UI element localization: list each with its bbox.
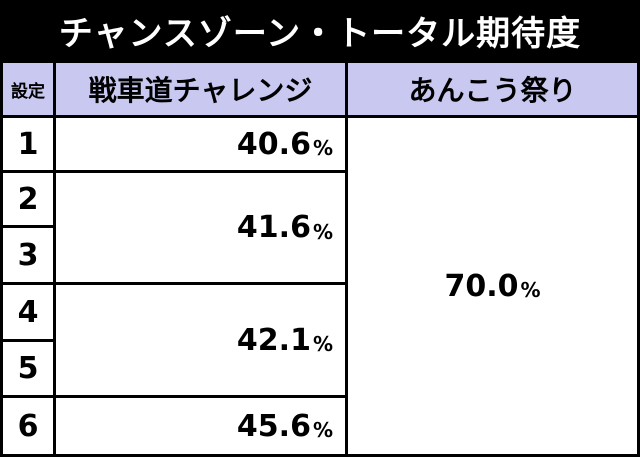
percent-sign: % — [520, 278, 541, 302]
percent-sign: % — [312, 418, 333, 442]
setting-cell: 5 — [3, 342, 53, 395]
challenge-value-cell: 42.1% — [56, 285, 345, 395]
page-title: チャンスゾーン・トータル期待度 — [0, 0, 640, 60]
setting-cell: 6 — [3, 398, 53, 454]
setting-cell: 1 — [3, 118, 53, 170]
value-number: 42.1 — [236, 322, 311, 358]
challenge-value-cell: 45.6% — [56, 398, 345, 454]
header-festival: あんこう祭り — [348, 63, 637, 115]
value-number: 70.0 — [444, 268, 519, 304]
value-number: 41.6 — [236, 210, 311, 245]
percent-sign: % — [312, 219, 333, 244]
festival-value-cell: 70.0% — [348, 118, 637, 454]
value-number: 45.6 — [236, 408, 311, 444]
header-setting: 設定 — [3, 63, 53, 115]
header-challenge: 戦車道チャレンジ — [56, 63, 345, 115]
setting-cell: 2 — [3, 173, 53, 225]
challenge-value-cell: 41.6% — [56, 173, 345, 282]
setting-cell: 4 — [3, 285, 53, 339]
setting-cell: 3 — [3, 228, 53, 282]
percent-sign: % — [312, 332, 333, 356]
value-number: 40.6 — [236, 126, 311, 162]
challenge-value-cell: 40.6% — [56, 118, 345, 170]
percent-sign: % — [312, 136, 333, 160]
